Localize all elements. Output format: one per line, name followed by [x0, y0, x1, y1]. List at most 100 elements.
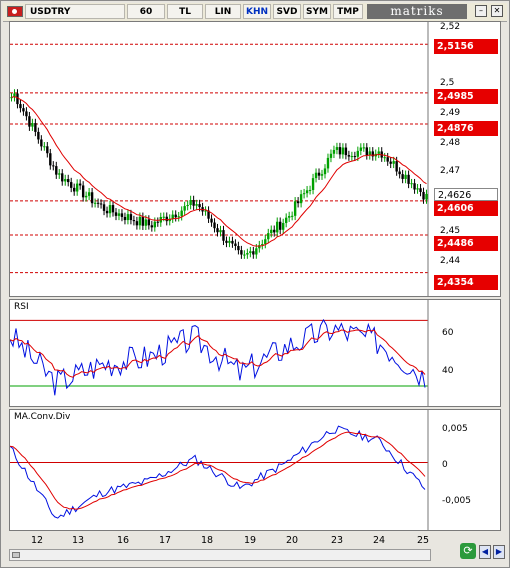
rsi-signal-line — [10, 329, 426, 378]
scrollbar-thumb[interactable] — [12, 552, 20, 558]
price-scale-label: 2,47 — [440, 166, 461, 176]
candle-body — [22, 108, 25, 112]
candle-body — [162, 216, 165, 218]
moving-average-line — [11, 96, 427, 247]
refresh-icon[interactable]: ⟳ — [460, 543, 476, 559]
candle-body — [49, 153, 52, 166]
candle-body — [58, 173, 61, 175]
rsi-title: RSI — [14, 302, 29, 312]
close-button[interactable]: ✕ — [491, 5, 503, 17]
price-chart-panel[interactable]: 2,52 2,5 2,49 2,48 2,47 2,45 2,44 2,5156… — [9, 21, 501, 297]
candle-style-button[interactable]: KHN — [243, 4, 271, 19]
candle-body — [19, 104, 22, 109]
date-tick: 23 — [331, 535, 344, 546]
macd-panel[interactable]: MA.Conv.Div 0,005 0 -0,005 — [9, 409, 501, 531]
level-box: 2,4985 — [434, 89, 498, 104]
current-price-box: 2,4626 — [434, 188, 498, 201]
candle-body — [153, 221, 157, 228]
candle-body — [317, 172, 321, 176]
candle-body — [407, 174, 410, 184]
candle-body — [299, 194, 303, 204]
candle-body — [401, 174, 404, 179]
candle-body — [78, 183, 82, 186]
candle-body — [210, 218, 213, 223]
candle-body — [326, 157, 330, 169]
candle-body — [329, 153, 333, 158]
candle-body — [347, 155, 351, 157]
candle-body — [28, 116, 31, 127]
candle-body — [243, 254, 246, 256]
candle-body — [362, 147, 366, 149]
price-scale-label: 2,52 — [440, 22, 461, 32]
candle-body — [311, 178, 315, 190]
candle-body — [46, 146, 49, 154]
candle-body — [16, 93, 19, 105]
candle-body — [25, 111, 28, 117]
candle-body — [264, 239, 267, 245]
time-scrollbar[interactable] — [9, 549, 431, 561]
candle-body — [87, 192, 91, 196]
right-arrow-icon[interactable]: ▶ — [493, 545, 505, 559]
date-tick: 13 — [72, 535, 85, 546]
macd-signal-line — [10, 431, 426, 510]
candle-body — [359, 147, 363, 151]
candle-body — [249, 251, 252, 254]
candle-body — [353, 156, 357, 158]
candle-body — [305, 190, 309, 194]
date-tick: 18 — [201, 535, 214, 546]
minimize-button[interactable]: – — [475, 5, 487, 17]
candle-body — [425, 193, 428, 200]
candle-body — [341, 147, 345, 155]
currency-button[interactable]: TL — [167, 4, 203, 19]
candle-body — [308, 189, 312, 191]
candle-body — [410, 183, 413, 185]
rsi-panel[interactable]: RSI 60 40 — [9, 299, 501, 407]
candle-body — [225, 240, 228, 243]
linear-scale-button[interactable]: LIN — [205, 4, 241, 19]
candle-body — [356, 150, 360, 157]
brand-logo: matriks — [367, 4, 467, 19]
candle-body — [64, 179, 67, 182]
candle-body — [67, 179, 70, 183]
interval-selector[interactable]: 60 — [127, 4, 165, 19]
candle-body — [111, 205, 115, 213]
candle-body — [37, 131, 40, 140]
candle-body — [267, 233, 270, 240]
candle-body — [114, 212, 118, 216]
candle-body — [186, 204, 189, 207]
candle-body — [350, 156, 354, 158]
candle-body — [183, 206, 186, 211]
candle-body — [132, 220, 136, 222]
macd-scale-label: -0,005 — [442, 496, 472, 506]
symbol-button[interactable]: SYM — [303, 4, 331, 19]
left-arrow-icon[interactable]: ◀ — [479, 545, 491, 559]
candle-body — [99, 203, 103, 205]
candle-body — [34, 123, 37, 132]
candle-body — [171, 214, 174, 219]
candle-body — [222, 230, 225, 241]
date-tick: 17 — [159, 535, 172, 546]
candle-body — [377, 151, 380, 154]
candle-body — [126, 214, 130, 221]
candle-body — [70, 182, 73, 188]
date-tick: 19 — [244, 535, 257, 546]
candle-body — [174, 214, 177, 218]
price-scale-label: 2,44 — [440, 256, 461, 266]
template-button[interactable]: TMP — [333, 4, 363, 19]
candle-body — [192, 200, 195, 206]
level-box: 2,4876 — [434, 121, 498, 136]
candle-body — [195, 204, 198, 206]
candle-body — [302, 193, 306, 195]
candle-body — [90, 192, 94, 204]
candle-body — [123, 216, 127, 221]
candle-body — [117, 213, 121, 216]
candle-body — [61, 173, 64, 182]
volume-button[interactable]: SVD — [273, 4, 301, 19]
candle-body — [198, 204, 201, 208]
candle-body — [75, 183, 79, 192]
candle-body — [323, 168, 327, 175]
turkey-flag-icon — [7, 6, 23, 17]
symbol-field[interactable]: USDTRY — [25, 4, 125, 19]
candle-body — [398, 171, 401, 175]
rsi-scale-label: 60 — [442, 328, 454, 338]
